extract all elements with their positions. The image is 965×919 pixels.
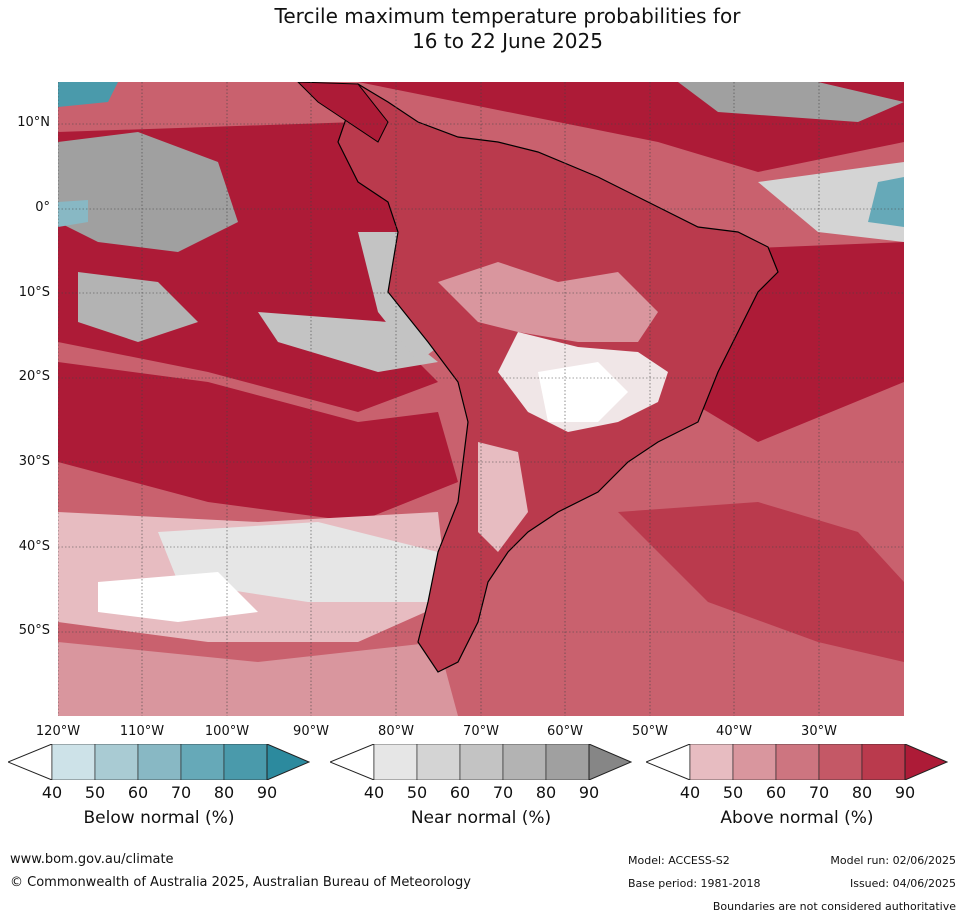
- lon-label-100w: 100°W: [204, 724, 250, 739]
- above-tick-60: 60: [765, 783, 787, 802]
- lon-label-110w: 110°W: [119, 724, 165, 739]
- near-tick-90: 90: [578, 783, 600, 802]
- above-tick-70: 70: [808, 783, 830, 802]
- strong-above-zone-pacific: [58, 362, 458, 522]
- white-zone-1: [98, 572, 258, 622]
- near-tick-40: 40: [363, 783, 385, 802]
- lon-label-120w: 120°W: [35, 724, 81, 739]
- near-normal-zone-6: [678, 82, 904, 122]
- land-white-zone: [538, 362, 628, 422]
- lon-label-90w: 90°W: [293, 724, 329, 739]
- below-tick-50: 50: [84, 783, 106, 802]
- near-normal-zone-2: [78, 272, 198, 342]
- lat-label-10s: 10°S: [18, 285, 50, 300]
- colorbar-below-normal: [8, 744, 310, 780]
- footer-model-run: Model run: 02/06/2025: [830, 854, 956, 867]
- below-tick-70: 70: [170, 783, 192, 802]
- below-tick-90: 90: [256, 783, 278, 802]
- above-tick-40: 40: [679, 783, 701, 802]
- lon-label-50w: 50°W: [632, 724, 668, 739]
- below-tick-80: 80: [213, 783, 235, 802]
- footer-disclaimer: Boundaries are not considered authoritat…: [712, 900, 956, 913]
- colorbar-near-label: Near normal (%): [410, 808, 552, 828]
- lon-label-40w: 40°W: [716, 724, 752, 739]
- footer-model: Model: ACCESS-S2: [628, 854, 730, 867]
- lat-label-40s: 40°S: [18, 539, 50, 554]
- lon-label-80w: 80°W: [378, 724, 414, 739]
- probability-map: [58, 82, 904, 716]
- below-tick-60: 60: [127, 783, 149, 802]
- colorbar-below-label: Below normal (%): [83, 808, 235, 828]
- lon-label-70w: 70°W: [463, 724, 499, 739]
- footer-issued: Issued: 04/06/2025: [849, 877, 956, 890]
- land-weak-zone: [478, 442, 528, 552]
- lon-label-60w: 60°W: [547, 724, 583, 739]
- lon-label-30w: 30°W: [801, 724, 837, 739]
- map-canvas: [58, 82, 904, 716]
- near-tick-70: 70: [492, 783, 514, 802]
- colorbar-above-label: Above normal (%): [720, 808, 874, 828]
- near-normal-zone-1: [58, 132, 238, 252]
- lat-label-0: 0°: [35, 200, 50, 215]
- below-normal-zone-2: [868, 177, 904, 227]
- lat-label-50s: 50°S: [18, 623, 50, 638]
- title-line-2: 16 to 22 June 2025: [412, 29, 603, 53]
- central-america: [297, 82, 389, 143]
- footer-copyright: © Commonwealth of Australia 2025, Austra…: [10, 875, 471, 890]
- graticule: [58, 82, 904, 716]
- colorbar-near-normal: [330, 744, 632, 780]
- near-tick-60: 60: [449, 783, 471, 802]
- map-title: Tercile maximum temperature probabilitie…: [0, 4, 965, 54]
- footer-base-period: Base period: 1981-2018: [628, 877, 761, 890]
- below-normal-zone-3: [58, 200, 88, 227]
- above-tick-50: 50: [722, 783, 744, 802]
- moderate-above-zone-south: [58, 642, 458, 716]
- land-moderate-zone: [438, 262, 658, 342]
- lat-label-30s: 30°S: [18, 454, 50, 469]
- near-tick-50: 50: [406, 783, 428, 802]
- below-normal-zone-1: [58, 82, 118, 107]
- strong-above-zone-atlantic: [618, 502, 904, 662]
- above-tick-90: 90: [894, 783, 916, 802]
- lat-label-20s: 20°S: [18, 369, 50, 384]
- colorbar-above-normal: [646, 744, 948, 780]
- title-line-1: Tercile maximum temperature probabilitie…: [274, 4, 741, 28]
- near-normal-zone-5: [758, 162, 904, 242]
- above-tick-80: 80: [851, 783, 873, 802]
- near-tick-80: 80: [535, 783, 557, 802]
- lat-label-10n: 10°N: [17, 115, 50, 130]
- below-tick-40: 40: [41, 783, 63, 802]
- footer-url: www.bom.gov.au/climate: [10, 852, 174, 867]
